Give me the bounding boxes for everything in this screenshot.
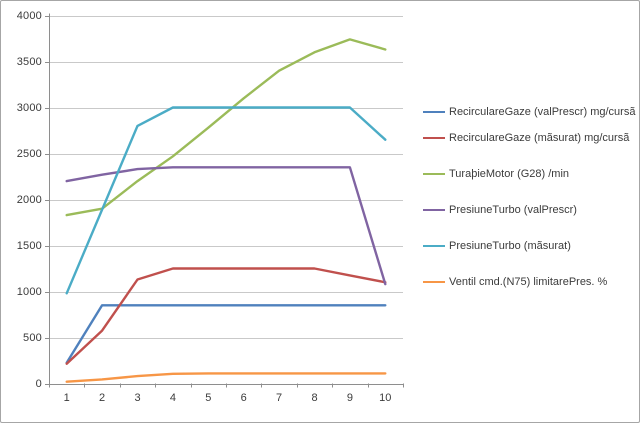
legend-item-2[interactable]: TuraþieMotor (G28) /min [423, 167, 639, 182]
x-tick-label: 7 [276, 392, 283, 404]
x-tick-label: 5 [205, 392, 212, 404]
x-tick-label: 6 [240, 392, 247, 404]
x-tick-label: 1 [63, 392, 70, 404]
x-tick-label: 3 [134, 392, 141, 404]
legend-line-icon [423, 209, 445, 211]
y-tick-label: 1500 [16, 239, 42, 252]
chart-legend: RecirculareGaze (valPrescr) mg/cursã Reci… [423, 105, 639, 311]
y-tick-label: 3500 [16, 55, 42, 68]
y-tick-label: 4000 [16, 9, 42, 22]
y-tick-label: 0 [35, 377, 42, 390]
y-tick-label: 1000 [16, 285, 42, 298]
x-tick-label: 10 [379, 392, 392, 404]
legend-label: PresiuneTurbo (mãsurat) [449, 240, 571, 252]
series-line-2 [65, 38, 387, 217]
legend-label: RecirculareGaze (mãsurat) mg/cursã [449, 132, 630, 144]
legend-line-icon [423, 245, 445, 247]
series-line-3 [65, 166, 387, 286]
x-tick-label: 4 [169, 392, 176, 404]
x-tick-label: 9 [346, 392, 353, 404]
series-line-1 [65, 267, 387, 365]
legend-item-1[interactable]: RecirculareGaze (mãsurat) mg/cursã [423, 131, 639, 146]
legend-label: PresiuneTurbo (valPrescr) [449, 204, 577, 216]
legend-item-0[interactable]: RecirculareGaze (valPrescr) mg/cursã [423, 105, 639, 120]
y-tick-label: 2000 [16, 193, 42, 206]
legend-label: Ventil cmd.(N75) limitarePres. % [449, 276, 608, 288]
x-tick-label: 8 [311, 392, 318, 404]
series-line-5 [65, 372, 387, 383]
y-tick-label: 3000 [16, 101, 42, 114]
legend-line-icon [423, 173, 445, 175]
legend-label: RecirculareGaze (valPrescr) mg/cursã [449, 106, 636, 118]
legend-label: TuraþieMotor (G28) /min [449, 168, 570, 180]
series-line-4 [65, 106, 387, 295]
y-tick-label: 2500 [16, 147, 42, 160]
x-tick-label: 2 [99, 392, 106, 404]
legend-line-icon [423, 137, 445, 139]
legend-item-5[interactable]: Ventil cmd.(N75) limitarePres. % [423, 275, 639, 290]
legend-item-3[interactable]: PresiuneTurbo (valPrescr) [423, 203, 639, 218]
legend-line-icon [423, 111, 445, 113]
y-tick-label: 500 [23, 331, 42, 344]
legend-item-4[interactable]: PresiuneTurbo (mãsurat) [423, 239, 639, 254]
legend-line-icon [423, 281, 445, 283]
